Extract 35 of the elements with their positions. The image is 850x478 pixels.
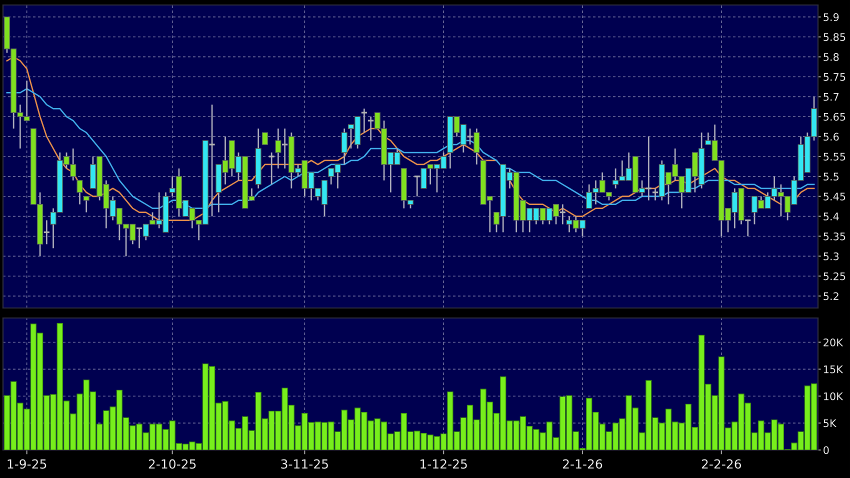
- x-tick-label: 3-11-25: [281, 459, 328, 469]
- candlestick: [76, 180, 83, 206]
- y-tick-label: 5.5: [824, 172, 839, 181]
- x-tick-label: 2-1-26: [562, 459, 602, 469]
- y-tick-label: 20K: [824, 338, 844, 346]
- candlestick: [281, 128, 288, 170]
- y-tick-label: 5.4: [824, 212, 839, 220]
- y-tick-label: 5.85: [824, 33, 846, 41]
- y-tick-label: 5.2: [824, 292, 838, 300]
- y-tick-label: 5.35: [824, 232, 846, 240]
- y-tick-label: 5.25: [824, 272, 846, 280]
- y-tick-label: 15K: [824, 366, 844, 374]
- candlestick: [414, 176, 421, 198]
- candlestick: [262, 132, 268, 146]
- x-tick-label: 2-10-25: [148, 459, 196, 469]
- y-tick-label: 5.75: [824, 73, 846, 81]
- x-tick-label: 1-9-25: [8, 459, 46, 469]
- x-tick-label: 2-2-26: [702, 459, 742, 469]
- x-tick-label: 1-12-25: [420, 459, 467, 469]
- candlestick: [83, 196, 90, 214]
- y-tick-label: 5.8: [824, 53, 839, 61]
- y-tick-label: 5.55: [824, 152, 846, 161]
- y-tick-label: 5.3: [824, 252, 839, 260]
- y-tick-label: 5.45: [824, 192, 846, 200]
- y-tick-label: 5.7: [824, 93, 839, 101]
- candlestick: [466, 128, 474, 146]
- y-tick-label: 0: [824, 446, 829, 454]
- candlestick: [268, 152, 276, 186]
- y-tick-label: 5.65: [824, 112, 846, 121]
- y-tick-label: 10K: [824, 392, 844, 400]
- candlestick: [341, 128, 348, 166]
- y-tick-label: 5.6: [824, 132, 839, 141]
- y-tick-label: 5.9: [824, 13, 839, 22]
- candlestick: [208, 104, 216, 217]
- y-tick-label: 5K: [824, 419, 837, 428]
